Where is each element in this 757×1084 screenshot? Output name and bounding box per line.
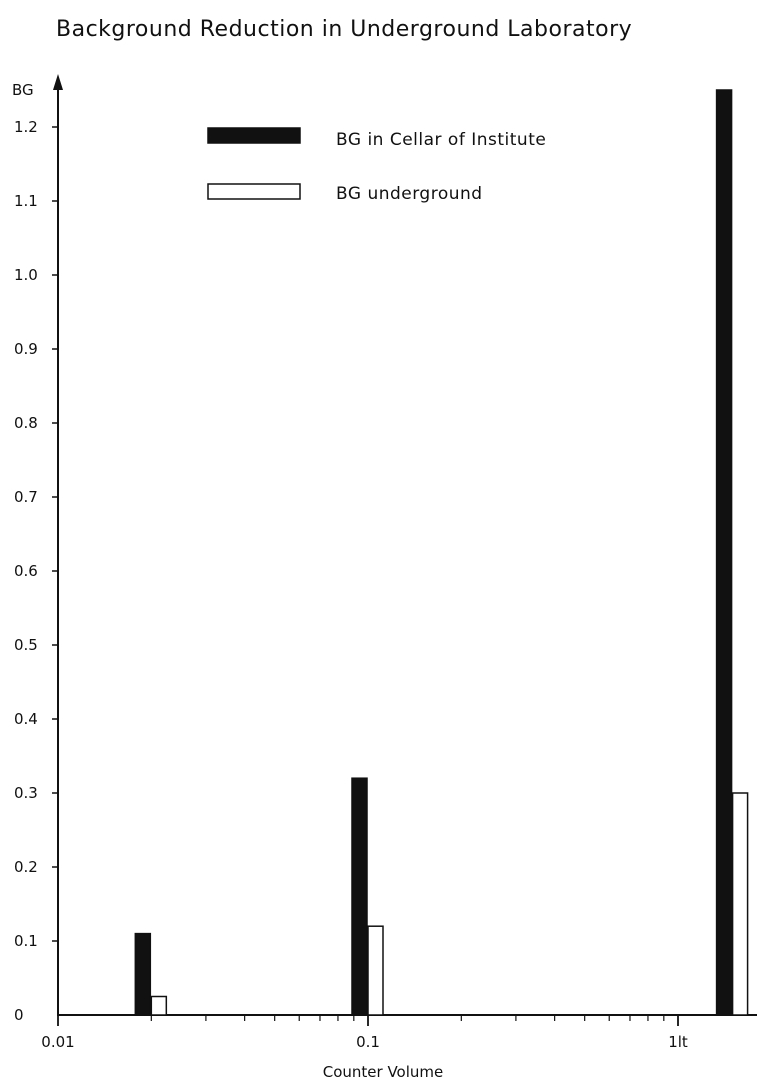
x-tick-label: 0.01 bbox=[41, 1033, 74, 1051]
x-tick-label: 1lt bbox=[668, 1033, 688, 1051]
legend-swatch-cellar bbox=[207, 127, 301, 144]
y-axis-arrow bbox=[53, 74, 63, 90]
legend: BG in Cellar of Institute BG underground bbox=[207, 127, 546, 204]
y-tick-label: 1.2 bbox=[14, 118, 38, 136]
bar-underground-2 bbox=[731, 792, 749, 1016]
y-tick-label: 0 bbox=[14, 1006, 24, 1024]
y-tick-label: 0.3 bbox=[14, 784, 38, 802]
legend-label-underground: BG underground bbox=[336, 184, 483, 204]
y-tick-label: 0.9 bbox=[14, 340, 38, 358]
bars bbox=[134, 89, 749, 1016]
x-axis: 0.01 0.1 1lt Counter Volume bbox=[41, 1014, 757, 1081]
y-tick-label: 1.0 bbox=[14, 266, 38, 284]
chart-title: Background Reduction in Underground Labo… bbox=[56, 17, 632, 42]
bar-underground-1 bbox=[367, 925, 384, 1016]
bar-cellar-0 bbox=[134, 932, 152, 1016]
y-ticks: 0 0.1 0.2 0.3 0.4 0.5 0.6 0.7 0.8 0.9 1.0 1.1 1.2 bbox=[14, 118, 58, 1024]
x-tick-label: 0.1 bbox=[356, 1033, 380, 1051]
y-axis: BG 0 0.1 0.2 0.3 0.4 0.5 0.6 0.7 0.8 0.9 1.0 1.1 1.2 bbox=[12, 74, 63, 1024]
bar-cellar-2 bbox=[715, 89, 733, 1016]
legend-swatch-underground bbox=[207, 183, 301, 200]
y-tick-label: 0.8 bbox=[14, 414, 38, 432]
y-tick-label: 0.6 bbox=[14, 562, 38, 580]
bar-cellar-1 bbox=[351, 777, 368, 1016]
y-tick-label: 0.4 bbox=[14, 710, 38, 728]
x-ticks: 0.01 0.1 1lt bbox=[41, 1015, 688, 1051]
y-tick-label: 0.2 bbox=[14, 858, 38, 876]
y-tick-label: 0.5 bbox=[14, 636, 38, 654]
legend-label-cellar: BG in Cellar of Institute bbox=[336, 130, 546, 150]
y-axis-label: BG bbox=[12, 81, 34, 99]
x-axis-label: Counter Volume bbox=[323, 1063, 444, 1081]
y-tick-label: 0.7 bbox=[14, 488, 38, 506]
y-tick-label: 0.1 bbox=[14, 932, 38, 950]
bar-underground-0 bbox=[150, 995, 168, 1016]
y-tick-label: 1.1 bbox=[14, 192, 38, 210]
